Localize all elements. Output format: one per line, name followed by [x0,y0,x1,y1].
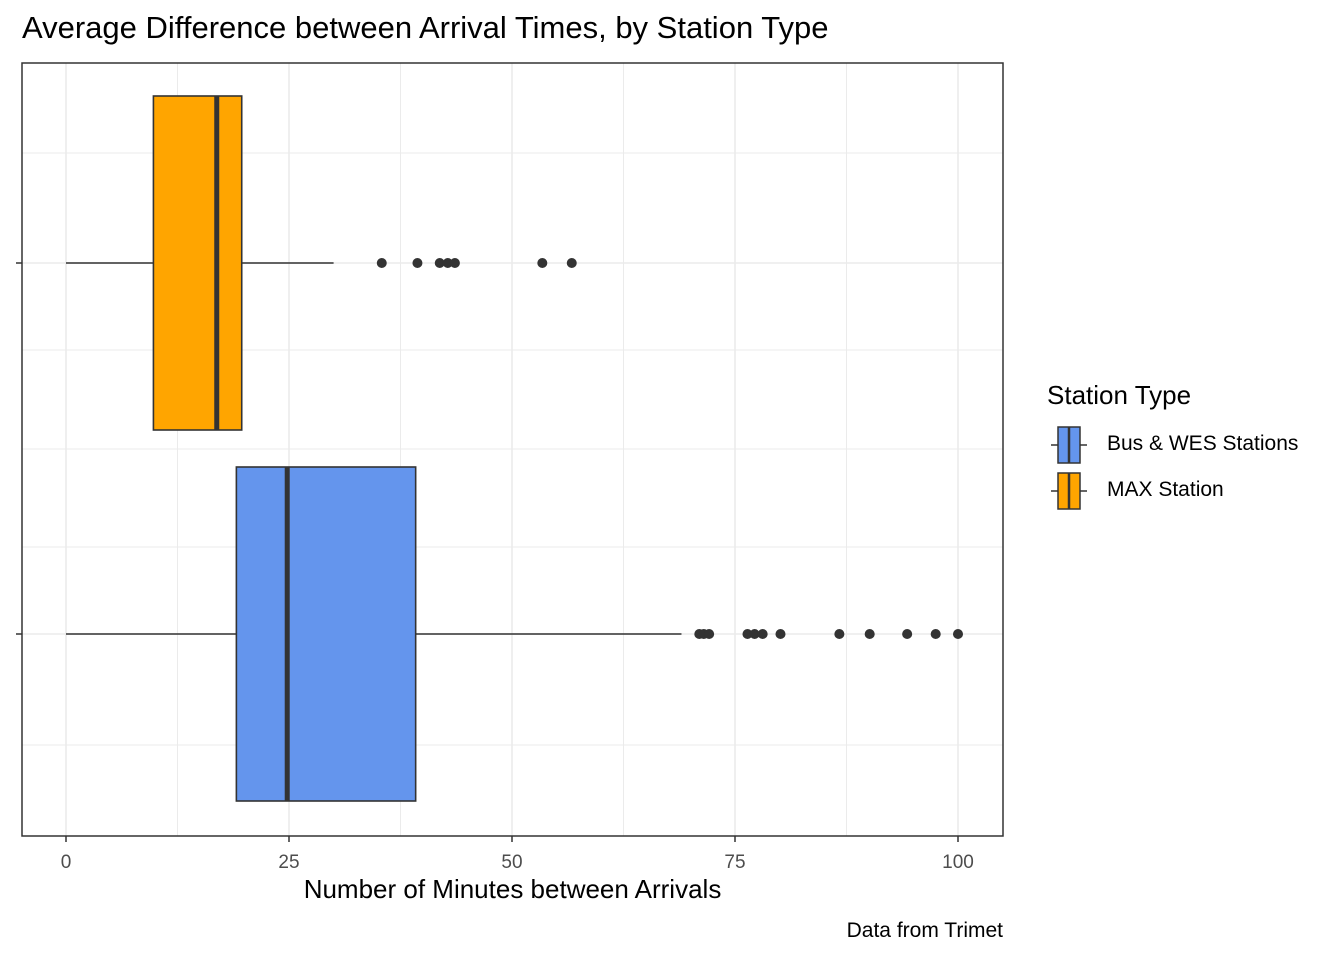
outlier-point-max-station [376,258,387,268]
legend-title: Station Type [1047,380,1192,410]
x-tick-label: 75 [724,852,745,873]
outlier-point-bus-wes-stations [704,629,715,639]
outlier-point-max-station [537,258,548,268]
x-tick-label: 25 [278,852,299,873]
legend-item-max: MAX Station [1047,471,1224,517]
boxplots [66,95,963,802]
chart-caption: Data from Trimet [846,919,1003,942]
legend-key-max [1051,472,1087,510]
outlier-point-max-station [434,258,445,268]
outlier-point-bus-wes-stations [953,629,963,639]
chart-title: Average Difference between Arrival Times… [22,10,829,45]
outlier-point-bus-wes-stations [757,629,768,639]
outlier-point-bus-wes-stations [749,629,760,639]
x-tick-label: 100 [942,852,974,873]
outlier-point-max-station [566,258,577,268]
outlier-point-max-station [449,258,460,268]
legend-key-bus [1051,426,1087,464]
outlier-point-max-station [442,258,453,268]
x-axis: 0 25 50 75 100 [16,262,974,873]
box-max-station [152,95,243,431]
outlier-point-bus-wes-stations [902,629,913,639]
outlier-point-bus-wes-stations [930,629,941,639]
outlier-point-bus-wes-stations [864,629,875,639]
legend-item-bus: Bus & WES Stations [1047,425,1298,471]
legend: Station Type Bus & WES Stations MAX Stat… [1047,380,1298,517]
legend-label-bus: Bus & WES Stations [1107,432,1299,455]
x-axis-title: Number of Minutes between Arrivals [303,874,722,904]
box-bus-wes-stations [235,466,417,802]
outlier-point-bus-wes-stations [775,629,786,639]
outlier-point-bus-wes-stations [834,629,845,639]
outlier-point-max-station [412,258,423,268]
outlier-point-bus-wes-stations [742,629,753,639]
legend-label-max: MAX Station [1107,478,1224,501]
x-tick-label: 50 [501,852,522,873]
x-tick-label: 0 [61,852,72,873]
